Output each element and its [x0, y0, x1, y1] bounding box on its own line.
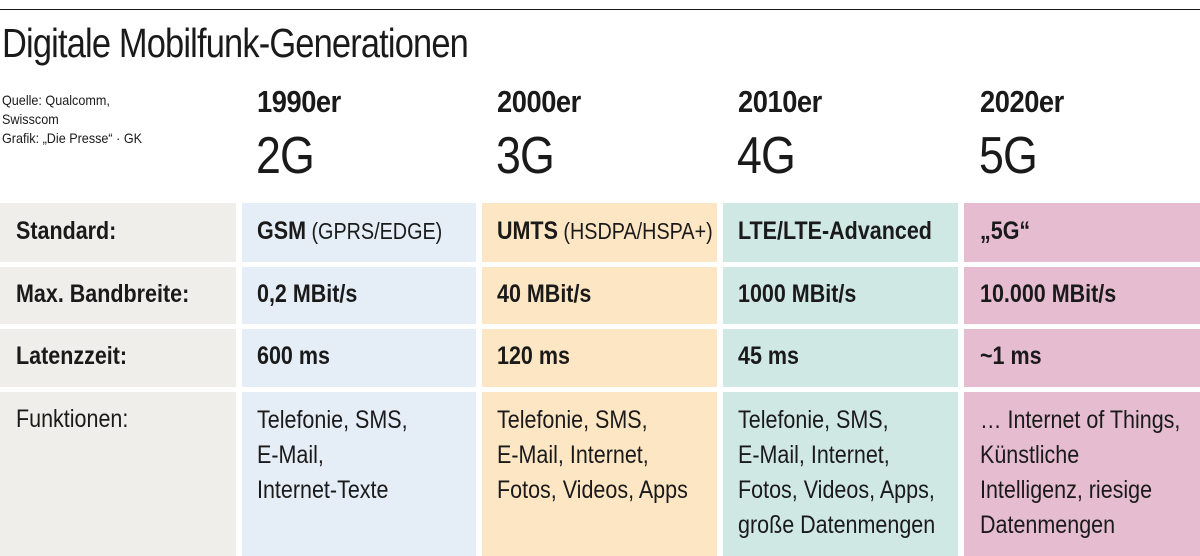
latency-4g: 45 ms — [738, 342, 799, 370]
row-divider — [0, 387, 1200, 392]
functions-2g: Telefonie, SMS, E-Mail, Internet-Texte — [257, 403, 408, 508]
decade-5g: 2020er — [980, 84, 1064, 119]
functions-3g: Telefonie, SMS, E-Mail, Internet, Fotos,… — [497, 403, 688, 508]
generation-4g: 4G — [737, 127, 796, 185]
decade-3g: 2000er — [497, 84, 581, 119]
functions-line: Datenmengen — [980, 511, 1116, 539]
functions-line: E-Mail, — [257, 441, 324, 469]
functions-line: Telefonie, SMS, — [257, 406, 408, 434]
functions-line: große Datenmengen — [738, 511, 936, 539]
functions-line: Internet-Texte — [257, 476, 389, 504]
functions-line: E-Mail, Internet, — [497, 441, 649, 469]
functions-line: … Internet of Things, — [980, 406, 1181, 434]
column-3g-bg — [482, 203, 717, 556]
functions-line: Künstliche — [980, 441, 1080, 469]
functions-line: E-Mail, Internet, — [738, 441, 890, 469]
generation-3g: 3G — [496, 127, 555, 185]
standard-extra: (HSDPA/HSPA+) — [557, 218, 713, 244]
decade-2g: 1990er — [257, 84, 341, 119]
bandwidth-2g: 0,2 MBit/s — [257, 280, 358, 308]
row-label-functions: Funktionen: — [16, 405, 129, 433]
source-line: Swisscom — [2, 111, 59, 127]
functions-line: Intelligenz, riesige — [980, 476, 1153, 504]
standard-main: UMTS — [497, 217, 558, 245]
row-label-latency: Latenzzeit: — [16, 342, 128, 370]
functions-4g: Telefonie, SMS, E-Mail, Internet, Fotos,… — [738, 403, 935, 543]
latency-2g: 600 ms — [257, 342, 330, 370]
standard-main: GSM — [257, 217, 306, 245]
source-line: Grafik: „Die Presse“ · GK — [2, 130, 143, 146]
page-title: Digitale Mobilfunk-Generationen — [2, 20, 469, 66]
bandwidth-5g: 10.000 MBit/s — [980, 280, 1117, 308]
bandwidth-3g: 40 MBit/s — [497, 280, 592, 308]
row-divider — [0, 324, 1200, 329]
latency-5g: ~1 ms — [980, 342, 1042, 370]
row-divider — [0, 262, 1200, 267]
functions-line: Fotos, Videos, Apps — [497, 476, 688, 504]
column-4g-bg — [723, 203, 958, 556]
latency-3g: 120 ms — [497, 342, 570, 370]
row-label-standard: Standard: — [16, 217, 117, 245]
functions-5g: … Internet of Things, Künstliche Intelli… — [980, 403, 1180, 543]
top-rule — [0, 9, 1200, 10]
standard-extra: (GPRS/EDGE) — [305, 218, 443, 244]
source-line: Quelle: Qualcomm, — [2, 92, 110, 108]
functions-line: Telefonie, SMS, — [497, 406, 648, 434]
generation-5g: 5G — [979, 127, 1038, 185]
label-column-bg — [0, 203, 236, 556]
bandwidth-4g: 1000 MBit/s — [738, 280, 857, 308]
row-label-bandwidth: Max. Bandbreite: — [16, 280, 190, 308]
source-credit: Quelle: Qualcomm, Swisscom Grafik: „Die … — [2, 91, 142, 148]
standard-4g: LTE/LTE-Advanced — [738, 217, 932, 245]
functions-line: Telefonie, SMS, — [738, 406, 889, 434]
standard-5g: „5G“ — [980, 217, 1031, 245]
functions-line: Fotos, Videos, Apps, — [738, 476, 935, 504]
column-2g-bg — [242, 203, 476, 556]
standard-3g: UMTS (HSDPA/HSPA+) — [497, 217, 713, 246]
standard-2g: GSM (GPRS/EDGE) — [257, 217, 442, 246]
decade-4g: 2010er — [738, 84, 822, 119]
generation-2g: 2G — [256, 127, 315, 185]
column-5g-bg — [964, 203, 1200, 556]
